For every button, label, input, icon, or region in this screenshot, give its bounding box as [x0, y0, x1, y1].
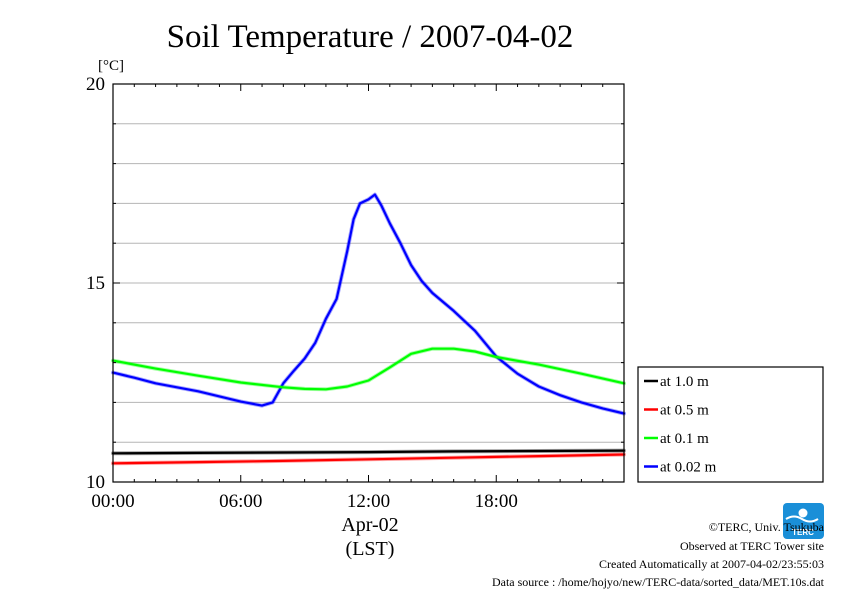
legend-label: at 0.1 m — [660, 431, 709, 447]
series-layer — [111, 192, 626, 466]
axis-ticks: 00:00 06:00 12:00 18:00 10 15 20 — [86, 74, 625, 512]
series-line — [111, 453, 626, 465]
credit-observed: Observed at TERC Tower site — [679, 539, 824, 553]
grid-lines — [113, 123, 624, 443]
chart-title: Soil Temperature / 2007-04-02 — [167, 19, 574, 55]
legend-label: at 1.0 m — [660, 374, 709, 390]
terc-logo: TERC — [783, 503, 824, 539]
y-tick-label: 10 — [86, 472, 105, 493]
y-tick-label: 20 — [86, 74, 105, 95]
series-halo — [111, 346, 626, 392]
credit-copyright: ©TERC, Univ. Tsukuba — [708, 520, 824, 534]
x-tick-label: 00:00 — [91, 491, 134, 512]
series-line — [111, 449, 626, 455]
x-tick-label: 12:00 — [347, 491, 390, 512]
credit-source: Data source : /home/hojyo/new/TERC-data/… — [491, 575, 824, 589]
y-axis-unit: [°C] — [98, 58, 124, 74]
series-line — [111, 347, 626, 391]
credit-created: Created Automatically at 2007-04-02/23:5… — [599, 557, 824, 571]
legend-label: at 0.02 m — [660, 460, 717, 476]
logo-text: TERC — [792, 528, 814, 537]
series-line — [111, 193, 626, 415]
x-tick-label: 18:00 — [475, 491, 518, 512]
y-tick-label: 15 — [86, 273, 105, 294]
legend: at 1.0 m at 0.5 m at 0.1 m at 0.02 m — [637, 366, 824, 483]
x-axis-lst-label: (LST) — [346, 538, 395, 560]
legend-box — [637, 366, 824, 483]
x-axis-date-label: Apr-02 — [341, 514, 398, 536]
x-tick-label: 06:00 — [219, 491, 262, 512]
legend-label: at 0.5 m — [660, 403, 709, 419]
